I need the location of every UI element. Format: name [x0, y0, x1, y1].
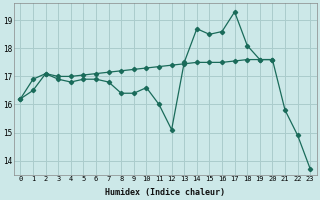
X-axis label: Humidex (Indice chaleur): Humidex (Indice chaleur)	[105, 188, 225, 197]
